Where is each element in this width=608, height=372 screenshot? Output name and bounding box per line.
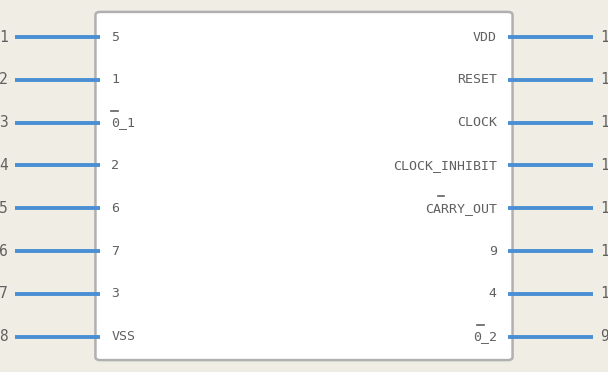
Text: 11: 11 (600, 244, 608, 259)
Text: 4: 4 (489, 287, 497, 300)
Text: 10: 10 (600, 286, 608, 301)
Text: 8: 8 (0, 329, 8, 344)
Text: 6: 6 (111, 202, 119, 215)
Text: 16: 16 (600, 30, 608, 45)
Text: 14: 14 (600, 115, 608, 130)
Text: 2: 2 (0, 73, 8, 87)
Text: 1: 1 (111, 73, 119, 86)
Text: 7: 7 (111, 244, 119, 257)
Text: CARRY_OUT: CARRY_OUT (425, 202, 497, 215)
Text: CLOCK: CLOCK (457, 116, 497, 129)
Text: 1: 1 (0, 30, 8, 45)
Text: 3: 3 (111, 287, 119, 300)
Text: 13: 13 (600, 158, 608, 173)
Text: 6: 6 (0, 244, 8, 259)
Text: 2: 2 (111, 159, 119, 172)
Text: 0_1: 0_1 (111, 116, 135, 129)
FancyBboxPatch shape (95, 12, 513, 360)
Text: 9: 9 (489, 244, 497, 257)
Text: 0_2: 0_2 (473, 330, 497, 343)
Text: 4: 4 (0, 158, 8, 173)
Text: 3: 3 (0, 115, 8, 130)
Text: RESET: RESET (457, 73, 497, 86)
Text: 5: 5 (111, 31, 119, 44)
Text: 15: 15 (600, 73, 608, 87)
Text: VSS: VSS (111, 330, 135, 343)
Text: 7: 7 (0, 286, 8, 301)
Text: CLOCK_INHIBIT: CLOCK_INHIBIT (393, 159, 497, 172)
Text: VDD: VDD (473, 31, 497, 44)
Text: 9: 9 (600, 329, 608, 344)
Text: 5: 5 (0, 201, 8, 216)
Text: 12: 12 (600, 201, 608, 216)
